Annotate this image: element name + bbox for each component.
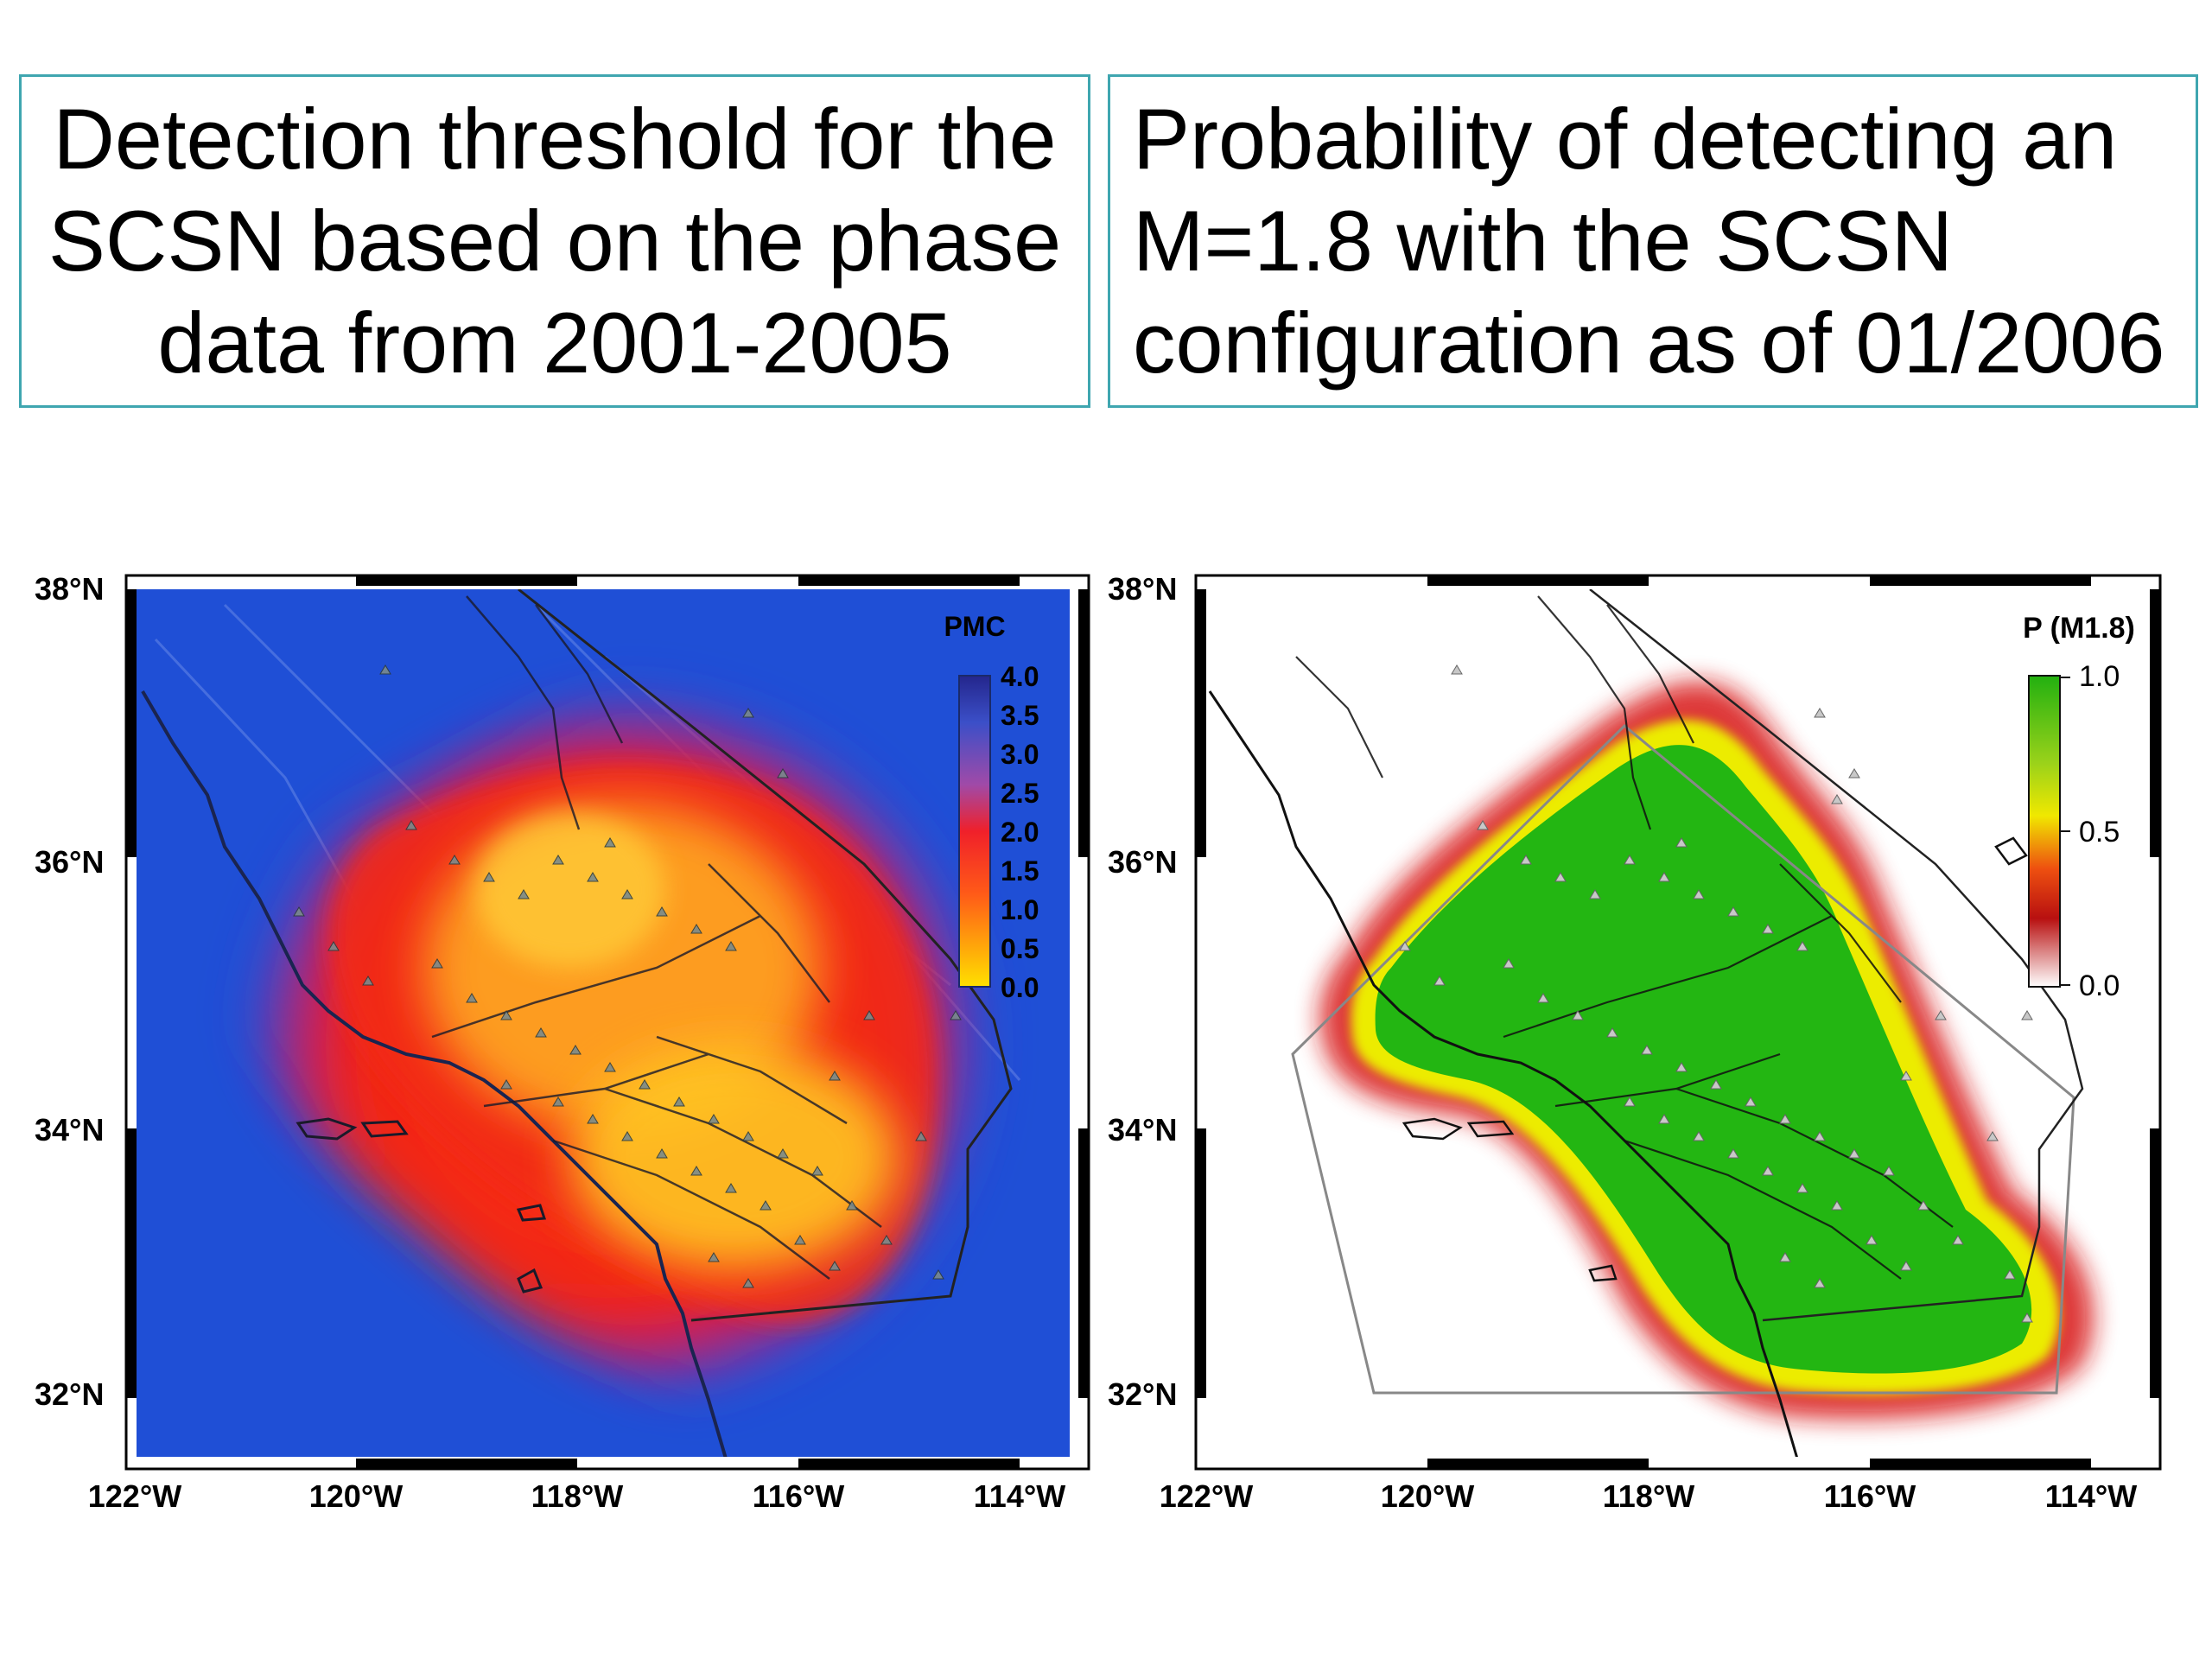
left-colorbar [958,675,991,988]
title-left-line-2: SCSN based on the phase [48,193,1062,289]
left-lat-38: 38°N [35,571,104,607]
left-coastline [141,690,728,1457]
right-state-border [1589,589,2084,1322]
left-cb-tick-2: 3.0 [1001,739,1039,770]
right-lon-122: 122°W [1160,1478,1253,1514]
left-cb-tick-1: 3.5 [1001,700,1039,731]
right-coastline [1208,690,1798,1457]
left-lon-116: 116°W [753,1478,844,1514]
right-colorbar [2028,675,2061,988]
right-map: P (M1.8) 1.0 0.5 0.0 38°N 36°N 34°N 32°N… [1108,571,2162,1514]
right-probability-green [1375,745,2032,1374]
left-lon-labels: 122°W 120°W 118°W 116°W 114°W [88,1478,1065,1514]
title-left-line-3: data from 2001-2005 [157,295,952,391]
title-right: Probability of detecting an M=1.8 with t… [1108,74,2198,408]
right-lat-32: 32°N [1108,1376,1177,1412]
left-map: PMC 4.0 3.5 3.0 2.5 2.0 1.5 1.0 0.5 0.0 … [35,571,1090,1514]
right-colorbar-ticks: 1.0 0.5 0.0 [2079,660,2120,1002]
right-cb-tick-2: 0.0 [2079,969,2120,1002]
right-lon-labels: 122°W 120°W 118°W 116°W 114°W [1160,1478,2137,1514]
left-lon-118: 118°W [531,1478,623,1514]
right-lat-labels: 38°N 36°N 34°N 32°N [1108,571,1177,1412]
left-lon-114: 114°W [974,1478,1065,1514]
right-lat-36: 36°N [1108,844,1177,880]
left-cb-tick-6: 1.0 [1001,894,1039,925]
right-lon-118: 118°W [1603,1478,1694,1514]
right-colorbar-title: P (M1.8) [2023,612,2135,645]
left-lat-32: 32°N [35,1376,104,1412]
title-left-line-1: Detection threshold for the [53,91,1057,187]
left-cb-tick-3: 2.5 [1001,778,1039,809]
left-lat-36: 36°N [35,844,104,880]
right-lat-38: 38°N [1108,571,1177,607]
left-cb-tick-8: 0.0 [1001,972,1039,1003]
right-lon-114: 114°W [2045,1478,2137,1514]
left-stations [293,664,962,1288]
right-network-polygon [1291,723,2075,1395]
title-left: Detection threshold for the SCSN based o… [19,74,1090,408]
left-cb-tick-0: 4.0 [1001,661,1039,692]
right-lat-34: 34°N [1108,1112,1177,1147]
left-colorbar-ticks: 4.0 3.5 3.0 2.5 2.0 1.5 1.0 0.5 0.0 [1001,661,1039,1003]
left-cb-tick-7: 0.5 [1001,933,1039,964]
left-cb-tick-5: 1.5 [1001,855,1039,887]
right-cb-tick-0: 1.0 [2079,660,2120,693]
right-cb-tick-1: 0.5 [2079,816,2120,849]
left-lat-34: 34°N [35,1112,104,1147]
left-core-area-south [570,1046,899,1270]
title-right-line-3: configuration as of 01/2006 [1133,295,2165,391]
right-stations [1399,664,2033,1323]
title-right-line-1: Probability of detecting an [1133,91,2118,187]
left-cb-tick-4: 2.0 [1001,817,1039,848]
left-lon-122: 122°W [88,1478,181,1514]
left-state-border [518,589,1013,1322]
title-right-line-2: M=1.8 with the SCSN [1133,193,1954,289]
left-colorbar-title: PMC [944,611,1005,642]
right-lon-120: 120°W [1381,1478,1474,1514]
left-lat-labels: 38°N 36°N 34°N 32°N [35,571,104,1412]
right-lon-116: 116°W [1824,1478,1916,1514]
left-lon-120: 120°W [309,1478,403,1514]
